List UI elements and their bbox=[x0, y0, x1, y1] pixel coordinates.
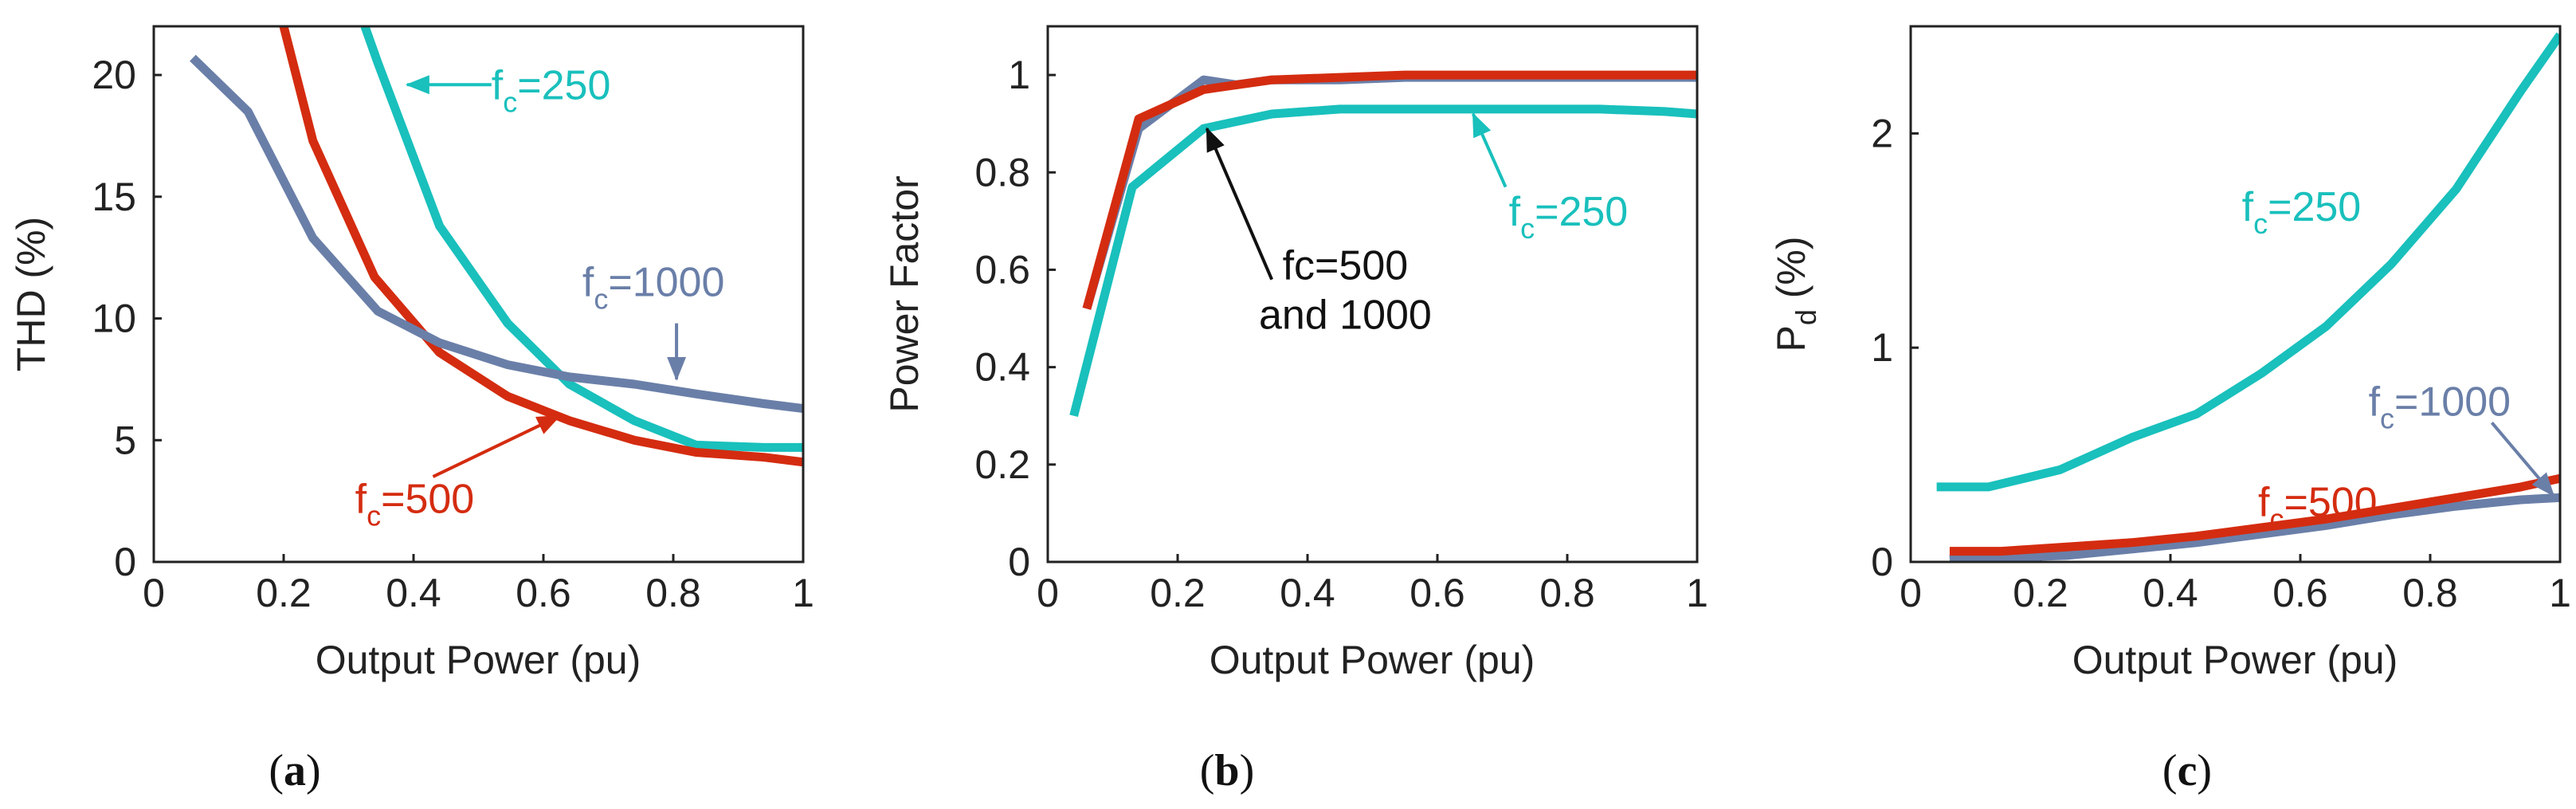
panel-c-series-fc-250 bbox=[1936, 32, 2560, 492]
panel-b-ytick-label: 0 bbox=[1008, 540, 1030, 584]
panel-b-xtick-label: 0.6 bbox=[1410, 571, 1465, 615]
panel-b-xtick-label: 1 bbox=[1686, 571, 1708, 615]
panel-c-annotation-arrow bbox=[2490, 421, 2555, 497]
panel-a-annotation-label: fc=250 bbox=[492, 62, 611, 118]
panel-a-annotation-label: fc=1000 bbox=[582, 260, 725, 316]
panel-a-xtick-label: 0.6 bbox=[516, 571, 571, 615]
panel-c-frame bbox=[1909, 25, 2562, 564]
panel-c-series-fc-1000 bbox=[1949, 493, 2560, 562]
panel-c-xtick-label: 1 bbox=[2549, 571, 2571, 615]
panel-a-caption: (a) bbox=[269, 746, 320, 795]
panel-c-ytick-label: 0 bbox=[1871, 540, 1893, 584]
panel-a-series-fc-250 bbox=[360, 26, 803, 452]
panel-a-xtick-label: 0.4 bbox=[386, 571, 441, 615]
panel-c-annotation-label: fc=250 bbox=[2242, 184, 2362, 240]
panel-c-ylabel: Pd (%) bbox=[1769, 236, 1822, 351]
panel-b-series-fc-250 bbox=[1069, 104, 1697, 418]
panel-b-annotation-arrow bbox=[1205, 127, 1274, 281]
panel-c-xlabel: Output Power (pu) bbox=[2072, 638, 2398, 682]
panel-c-caption: (c) bbox=[2162, 746, 2212, 795]
panel-b-ytick-label: 0.8 bbox=[974, 150, 1030, 194]
panel-c-xtick-label: 0 bbox=[1900, 571, 1922, 615]
panel-a-ylabel: THD (%) bbox=[9, 217, 53, 371]
panel-a-xtick-label: 0.8 bbox=[645, 571, 701, 615]
panel-b-xtick-label: 0 bbox=[1037, 571, 1059, 615]
panel-a-xtick-label: 0 bbox=[143, 571, 165, 615]
panel-b-ytick-label: 1 bbox=[1008, 53, 1030, 97]
panel-a-series-fc-1000 bbox=[190, 54, 803, 414]
panel-c-xtick-label: 0.6 bbox=[2272, 571, 2328, 615]
panel-c-pd-chart: 0 0.2 0.4 0.6 0.8 1 0 1 2 fc=250 fc=1000 fc=500 Pd … bbox=[1769, 25, 2571, 795]
panel-c-xtick-label: 0.4 bbox=[2143, 571, 2198, 615]
panel-a-annotation-arrow bbox=[432, 414, 562, 478]
panel-b-xtick-label: 0.4 bbox=[1280, 571, 1335, 615]
panel-c-ytick-label: 2 bbox=[1871, 111, 1893, 155]
panel-a-series-fc-500 bbox=[279, 26, 803, 467]
panel-b-ytick-label: 0.2 bbox=[974, 442, 1030, 487]
panel-b-ytick-label: 0.6 bbox=[974, 247, 1030, 292]
panel-b-xlabel: Output Power (pu) bbox=[1210, 638, 1535, 682]
panel-c-xtick-label: 0.8 bbox=[2402, 571, 2458, 615]
panel-b-ylabel: Power Factor bbox=[882, 175, 927, 412]
panel-c-series-fc-500 bbox=[1949, 473, 2560, 556]
panel-b-caption: (b) bbox=[1200, 746, 1254, 795]
panel-b-frame bbox=[1046, 25, 1699, 564]
panel-a-ytick-label: 15 bbox=[92, 175, 136, 219]
panel-a-frame bbox=[152, 25, 805, 564]
panel-b-annotation-label: fc=250 bbox=[1509, 189, 1629, 245]
panel-a-ytick-label: 0 bbox=[114, 540, 136, 584]
panel-a-ytick-label: 10 bbox=[92, 297, 136, 341]
panel-a-xlabel: Output Power (pu) bbox=[316, 638, 641, 682]
panel-b-series-fc-500 bbox=[1082, 70, 1697, 310]
panel-b-xtick-label: 0.8 bbox=[1539, 571, 1595, 615]
panel-a-xtick-label: 0.2 bbox=[256, 571, 312, 615]
panel-a-annotation-label: fc=500 bbox=[355, 477, 475, 532]
panel-c-xtick-label: 0.2 bbox=[2013, 571, 2068, 615]
panel-b-ytick-label: 0.4 bbox=[974, 345, 1030, 390]
panel-c-annotation-label: fc=1000 bbox=[2369, 379, 2511, 434]
panel-b-annotation-text: fc=500 bbox=[1283, 243, 1409, 289]
panel-b-annotation-arrow bbox=[1471, 112, 1508, 188]
panel-c-ytick-label: 1 bbox=[1871, 325, 1893, 370]
panel-b-xtick-label: 0.2 bbox=[1150, 571, 1206, 615]
panel-a-xtick-label: 1 bbox=[792, 571, 814, 615]
panel-c-annotation-label: fc=500 bbox=[2258, 480, 2378, 536]
panel-a-ytick-label: 20 bbox=[92, 53, 136, 97]
panel-b-annotation-text: and 1000 bbox=[1259, 293, 1432, 339]
panel-a-ytick-label: 5 bbox=[114, 418, 136, 462]
